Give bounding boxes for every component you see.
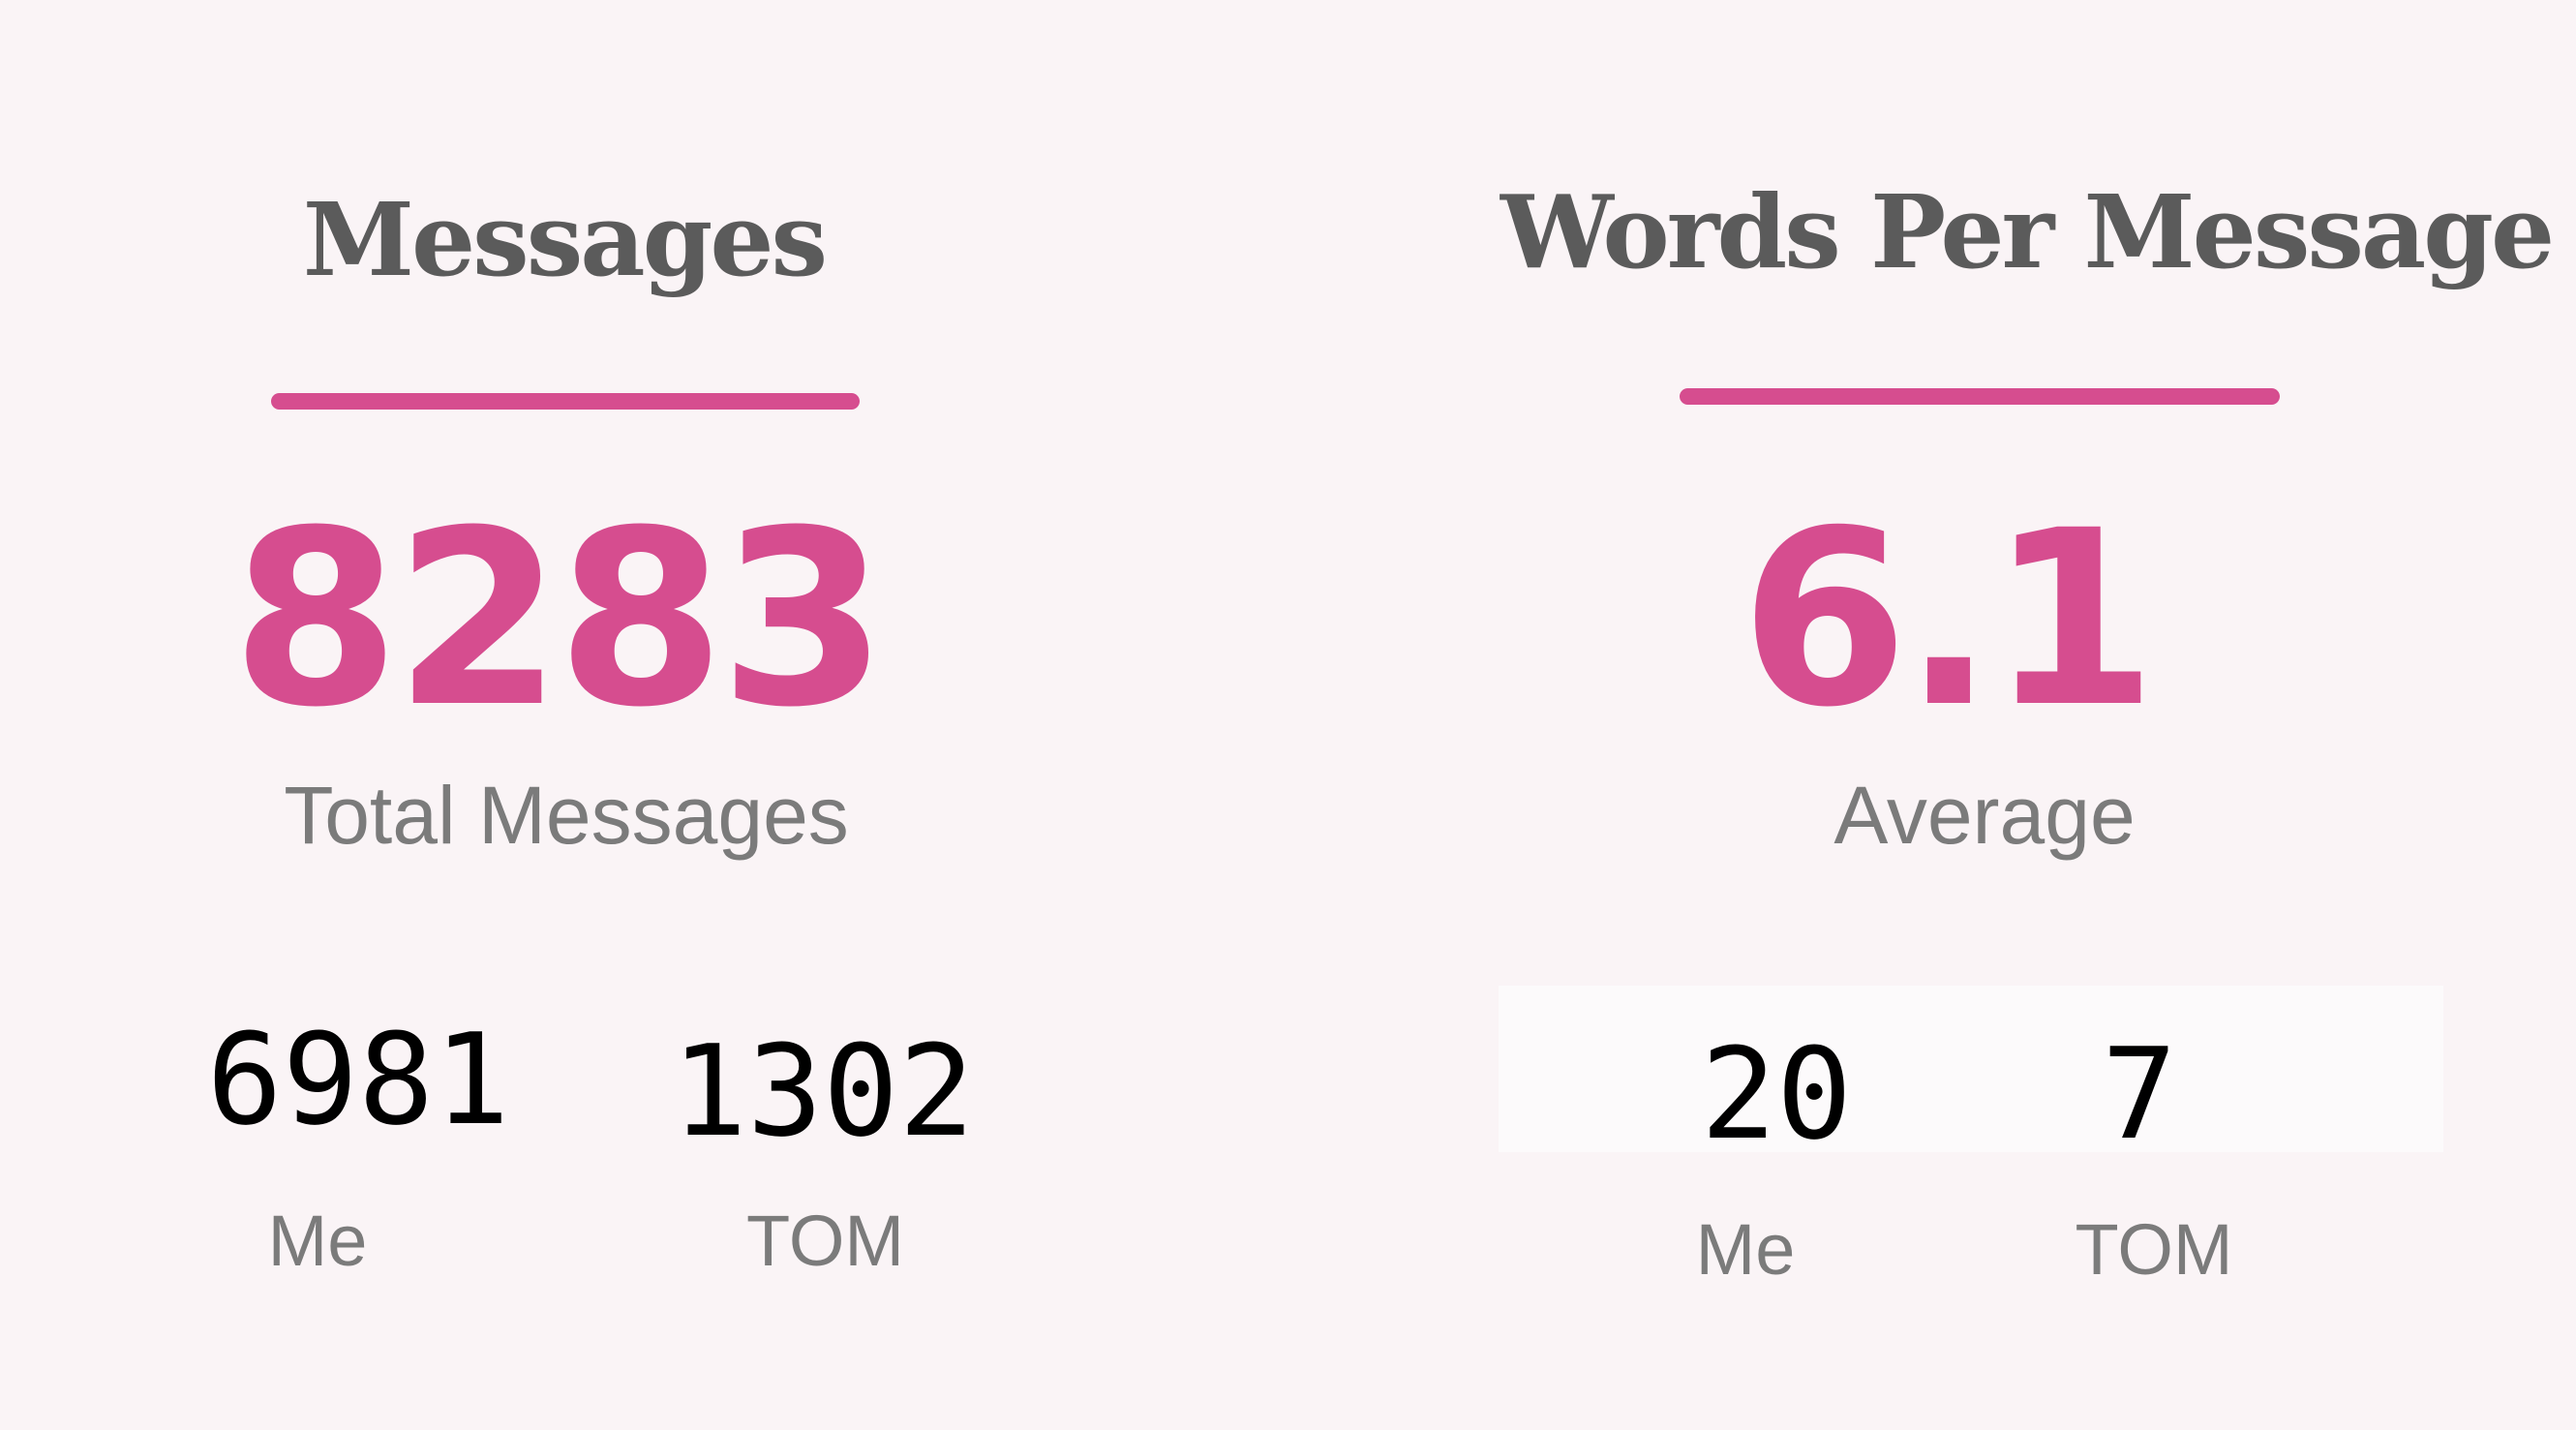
- words-per-message-card: Words Per Message 6.1 Average 20 7 Me TO…: [1288, 0, 2576, 1430]
- tom-messages-value: 1302: [671, 1018, 975, 1165]
- words-title-underline: [1680, 388, 2280, 405]
- me-words-label: Me: [1695, 1209, 1796, 1290]
- words-split-panel: [1499, 986, 2443, 1152]
- tom-words-value: 7: [2101, 1020, 2178, 1168]
- me-messages-value: 6981: [206, 1006, 510, 1153]
- messages-title-underline: [271, 393, 860, 410]
- me-messages-label: Me: [267, 1201, 368, 1281]
- tom-words-label: TOM: [2075, 1209, 2233, 1290]
- me-words-value: 20: [1700, 1020, 1853, 1168]
- total-messages-value: 8283: [231, 478, 888, 760]
- average-words-value: 6.1: [1740, 478, 2158, 760]
- messages-card-title: Messages: [302, 180, 828, 299]
- words-card-title: Words Per Message: [1500, 172, 2555, 291]
- average-words-label: Average: [1834, 770, 2136, 861]
- total-messages-label: Total Messages: [284, 770, 849, 861]
- tom-messages-label: TOM: [745, 1201, 905, 1281]
- messages-card: Messages 8283 Total Messages 6981 1302 M…: [206, 180, 975, 1281]
